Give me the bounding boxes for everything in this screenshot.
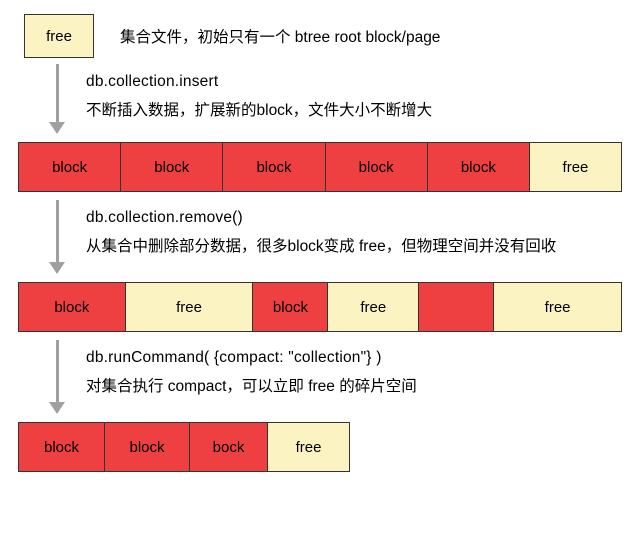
step2-desc: 从集合中删除部分数据，很多block变成 free，但物理空间并没有回收 xyxy=(86,233,556,262)
arrow-step3 xyxy=(42,340,72,414)
free-label: free xyxy=(46,28,72,45)
block-cell: bock xyxy=(189,423,267,471)
step3-desc: 对集合执行 compact，可以立即 free 的碎片空间 xyxy=(86,373,417,402)
block-cell: block xyxy=(252,283,327,331)
block-cell: block xyxy=(104,423,189,471)
block-cell: block xyxy=(427,143,529,191)
block-cell: block xyxy=(325,143,427,191)
blocks-row-2: blockfreeblockfreefree xyxy=(18,282,622,332)
step1-desc: 不断插入数据，扩展新的block，文件大小不断增大 xyxy=(86,97,432,126)
blocks-row-1: blockblockblockblockblockfree xyxy=(18,142,622,192)
free-cell: free xyxy=(125,283,253,331)
free-cell: free xyxy=(493,283,621,331)
initial-free-block: free xyxy=(24,14,94,58)
blocks-row-3: blockblockbockfree xyxy=(18,422,350,472)
stage0-desc: 集合文件，初始只有一个 btree root block/page xyxy=(120,25,440,47)
block-cell: block xyxy=(19,423,104,471)
block-cell: block xyxy=(19,143,120,191)
block-cell: block xyxy=(19,283,125,331)
block-cell xyxy=(418,283,493,331)
block-cell: block xyxy=(222,143,324,191)
free-cell: free xyxy=(529,143,621,191)
free-cell: free xyxy=(327,283,418,331)
step1-cmd: db.collection.insert xyxy=(86,68,432,97)
arrow-step1 xyxy=(42,64,72,134)
step2-cmd: db.collection.remove() xyxy=(86,204,556,233)
block-cell: block xyxy=(120,143,222,191)
arrow-step2 xyxy=(42,200,72,274)
step3-cmd: db.runCommand( {compact: "collection"} ) xyxy=(86,344,417,373)
free-cell: free xyxy=(267,423,349,471)
